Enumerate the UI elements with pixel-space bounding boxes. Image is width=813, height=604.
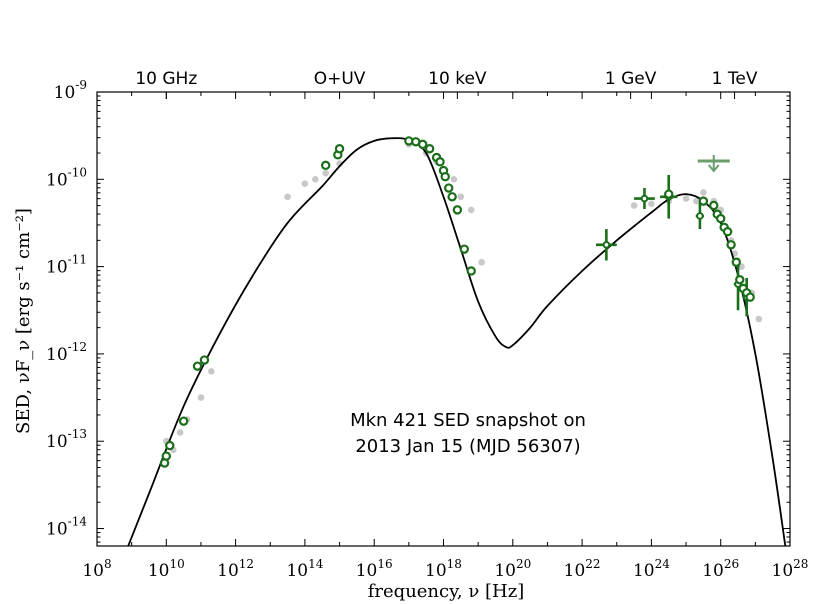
axis-ticks: 108 1010 1012 1014 1016 1018 1020 1022 1024 1026 1…: [46, 69, 808, 581]
snapshot-point: [192, 361, 203, 371]
snapshot-point: [664, 189, 674, 199]
snapshot-point: [731, 257, 741, 267]
y-tick-label: 10-9: [54, 78, 87, 103]
snapshot-errorbar-point: [696, 212, 704, 220]
x-tick-label: 1014: [286, 557, 323, 581]
annotation-line-2: 2013 Jan 15 (MJD 56307): [355, 436, 580, 457]
snapshot-point: [165, 440, 175, 451]
x-tick-label: 1020: [494, 557, 531, 581]
snapshot-point: [435, 157, 445, 167]
top-axis-label: 10 GHz: [135, 69, 197, 89]
y-axis-label: SED, νF_ν [erg s⁻¹ cm⁻²]: [13, 208, 34, 434]
y-tick-label: 10-13: [46, 427, 87, 452]
x-axis-label: frequency, ν [Hz]: [368, 581, 524, 602]
x-tick-label: 1018: [425, 557, 462, 581]
archival-point: [630, 202, 638, 209]
archival-point: [648, 200, 655, 208]
snapshot-point: [452, 205, 463, 215]
snapshot-point: [443, 183, 454, 193]
x-tick-label: 1024: [633, 557, 670, 581]
annotation-line-1: Mkn 421 SED snapshot on: [350, 410, 586, 431]
snapshot-point: [722, 226, 733, 237]
archival-point: [700, 189, 707, 196]
snapshot-point: [745, 292, 755, 302]
snapshot-point: [735, 275, 745, 285]
snapshot-point: [440, 171, 450, 182]
snapshot-point: [716, 213, 726, 224]
snapshot-errorbar-point: [640, 194, 649, 203]
archival-point: [450, 176, 458, 183]
archival-point: [755, 315, 763, 323]
x-tick-label: 108: [82, 557, 111, 581]
snapshot-point: [709, 200, 719, 211]
top-axis-label: 10 keV: [428, 69, 487, 89]
archival-points: [163, 141, 763, 454]
archival-point: [478, 258, 485, 266]
top-axis-label: 1 GeV: [605, 69, 657, 89]
archival-point: [693, 197, 700, 205]
x-tick-label: 1022: [564, 557, 601, 581]
archival-point: [284, 193, 291, 201]
archival-point: [457, 193, 465, 201]
x-tick-label: 1016: [356, 557, 393, 581]
y-tick-label: 10-10: [46, 165, 87, 190]
snapshot-point: [698, 196, 709, 206]
y-tick-label: 10-11: [46, 253, 87, 278]
top-axis-label: 1 TeV: [712, 69, 758, 89]
snapshot-point: [199, 355, 210, 365]
top-axis-label: O+UV: [314, 69, 366, 89]
x-tick-label: 1012: [217, 557, 254, 581]
archival-point: [322, 169, 329, 177]
archival-point: [682, 195, 690, 202]
snapshot-errorbar-point: [602, 240, 611, 249]
x-tick-label: 1010: [148, 557, 185, 581]
snapshot-point: [447, 192, 457, 202]
archival-point: [311, 176, 319, 183]
snapshot-point: [726, 240, 736, 250]
archival-point: [301, 180, 309, 187]
snapshot-point: [424, 144, 435, 154]
snapshot-point: [459, 244, 469, 254]
snapshot-point: [334, 144, 345, 154]
snapshot-points: [159, 136, 755, 468]
snapshot-point: [178, 416, 189, 426]
archival-point: [197, 394, 205, 401]
x-tick-label: 1028: [772, 557, 809, 581]
snapshot-point: [418, 139, 428, 150]
x-tick-label: 1026: [702, 557, 739, 581]
archival-point: [208, 368, 215, 375]
snapshot-point: [161, 451, 171, 461]
y-tick-label: 10-12: [46, 340, 87, 365]
snapshot-point: [320, 160, 331, 171]
archival-point: [176, 429, 184, 436]
y-tick-label: 10-14: [46, 515, 87, 540]
archival-point: [467, 206, 475, 214]
upper-limit-arrow: [708, 164, 720, 173]
snapshot-point: [466, 266, 476, 276]
